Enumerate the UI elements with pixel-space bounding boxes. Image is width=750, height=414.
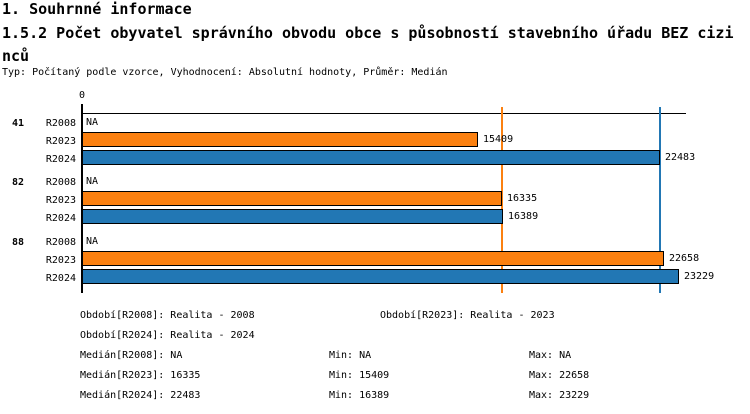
- row-label: R2008: [45, 177, 76, 188]
- row-label: R2023: [45, 255, 76, 266]
- na-value-label: NA: [86, 176, 99, 187]
- bar-value-label: 15409: [483, 134, 514, 145]
- bar-value-label: 16389: [508, 211, 539, 222]
- chart-title: 1.5.2 Počet obyvatel správního obvodu ob…: [2, 24, 734, 65]
- legend-median: Medián[R2008]: NA: [80, 350, 183, 361]
- bar-value-label: 22658: [669, 253, 700, 264]
- row-label: R2024: [45, 213, 76, 224]
- x-axis-top-line: [82, 113, 686, 114]
- chart-meta: Typ: Počítaný podle vzorce, Vyhodnocení:…: [2, 67, 448, 78]
- legend-period: Období[R2008]: Realita - 2008: [80, 310, 255, 321]
- bar-r2024: [82, 150, 660, 165]
- median-line-r2024: [659, 107, 661, 293]
- bar-r2024: [82, 269, 679, 284]
- axis-zero-label: 0: [78, 90, 86, 101]
- row-label: R2008: [45, 118, 76, 129]
- legend-max: Max: 23229: [529, 390, 590, 401]
- legend-max: Max: 22658: [529, 370, 590, 381]
- group-label: 88: [12, 237, 25, 248]
- row-label: R2023: [45, 136, 76, 147]
- na-value-label: NA: [86, 117, 99, 128]
- legend-max: Max: NA: [529, 350, 572, 361]
- row-label: R2024: [45, 273, 76, 284]
- legend-median: Medián[R2024]: 22483: [80, 390, 201, 401]
- na-value-label: NA: [86, 236, 99, 247]
- group-label: 41: [12, 118, 25, 129]
- row-label: R2023: [45, 195, 76, 206]
- legend-min: Min: 15409: [329, 370, 390, 381]
- bar-r2024: [82, 209, 503, 224]
- legend-period: Období[R2024]: Realita - 2024: [80, 330, 255, 341]
- bar-value-label: 22483: [665, 152, 696, 163]
- row-label: R2008: [45, 237, 76, 248]
- bar-r2023: [82, 132, 478, 147]
- median-line-r2023: [501, 107, 503, 293]
- legend-period: Období[R2023]: Realita - 2023: [380, 310, 555, 321]
- group-label: 82: [12, 177, 25, 188]
- legend-min: Min: 16389: [329, 390, 390, 401]
- bar-value-label: 16335: [507, 193, 538, 204]
- row-label: R2024: [45, 154, 76, 165]
- legend-median: Medián[R2023]: 16335: [80, 370, 201, 381]
- bar-r2023: [82, 251, 664, 266]
- bar-value-label: 23229: [684, 271, 715, 282]
- bar-r2023: [82, 191, 502, 206]
- section-title: 1. Souhrnné informace: [2, 0, 192, 18]
- legend-min: Min: NA: [329, 350, 372, 361]
